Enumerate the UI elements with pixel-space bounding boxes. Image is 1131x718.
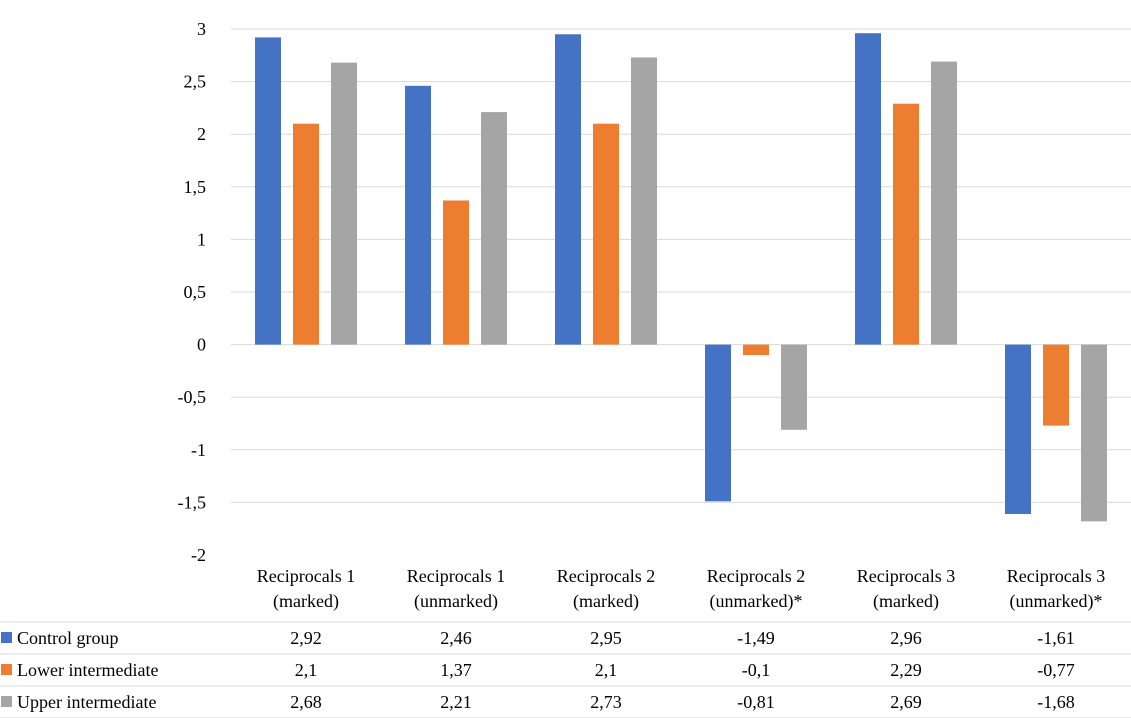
data-label: 2,21	[440, 692, 472, 712]
legend-swatch	[1, 664, 12, 675]
x-category-label: Reciprocals 3	[857, 566, 955, 586]
bar	[331, 62, 357, 345]
y-tick-label: 0,5	[184, 282, 207, 302]
data-label: -1,68	[1037, 692, 1075, 712]
x-category-label: (unmarked)	[414, 591, 498, 612]
data-label: 2,29	[890, 660, 922, 680]
data-label: -0,1	[742, 660, 771, 680]
x-category-label: (marked)	[273, 591, 339, 612]
x-category-label: Reciprocals 3	[1007, 566, 1105, 586]
y-tick-label: -0,5	[178, 387, 207, 407]
y-tick-label: -1,5	[178, 492, 207, 512]
series-name: Control group	[17, 628, 119, 648]
category-labels: Reciprocals 1 (marked) Reciprocals 1 (unmar…	[257, 566, 1105, 612]
bar	[1081, 344, 1107, 522]
bar	[405, 85, 431, 345]
y-tick-label: 2,5	[184, 72, 207, 92]
x-category-label: (marked)	[873, 591, 939, 612]
data-label: 1,37	[440, 660, 472, 680]
x-category-label: (unmarked)*	[1010, 591, 1103, 612]
bar	[1043, 344, 1069, 426]
data-label: 2,46	[440, 628, 472, 648]
data-label: 2,69	[890, 692, 922, 712]
data-label: -1,49	[737, 628, 775, 648]
data-label: 2,1	[595, 660, 618, 680]
x-category-label: Reciprocals 1	[407, 566, 505, 586]
y-tick-label: 0	[197, 335, 206, 355]
legend-swatch	[1, 696, 12, 707]
bar	[855, 33, 881, 345]
y-tick-label: 2	[197, 124, 206, 144]
bar	[631, 57, 657, 345]
data-label: 2,95	[590, 628, 622, 648]
data-table: Control group 2,92 2,46 2,95 -1,49 2,96 -1,61 L…	[0, 621, 1131, 718]
bar	[255, 37, 281, 345]
x-category-label: Reciprocals 1	[257, 566, 355, 586]
y-tick-label: 1,5	[184, 177, 207, 197]
y-tick-label: 3	[197, 19, 206, 39]
x-category-label: Reciprocals 2	[557, 566, 655, 586]
data-label: 2,1	[295, 660, 318, 680]
y-tick-label: -1	[191, 440, 206, 460]
y-tick-label: 1	[197, 229, 206, 249]
bar	[1005, 344, 1031, 514]
series-name: Upper intermediate	[17, 692, 156, 712]
bar	[743, 344, 769, 356]
bar	[931, 61, 957, 345]
bar	[781, 344, 807, 430]
data-label: 2,96	[890, 628, 922, 648]
x-category-label: Reciprocals 2	[707, 566, 805, 586]
bar	[893, 103, 919, 345]
gridlines	[231, 28, 1131, 503]
data-label: -0,77	[1037, 660, 1075, 680]
legend-swatch	[1, 632, 12, 643]
bar	[593, 123, 619, 345]
x-category-label: (unmarked)*	[710, 591, 803, 612]
bar	[705, 344, 731, 502]
series-name: Lower intermediate	[17, 660, 158, 680]
y-tick-label: -2	[191, 545, 206, 565]
y-axis: 3 2,5 2 1,5 1 0,5 0 -0,5 -1 -1,5 -2	[178, 19, 207, 565]
data-label: 2,68	[290, 692, 322, 712]
x-category-label: (marked)	[573, 591, 639, 612]
bar	[293, 123, 319, 345]
bars	[255, 33, 1107, 522]
bar	[555, 34, 581, 345]
bar	[481, 112, 507, 345]
data-label: 2,92	[290, 628, 322, 648]
data-label: 2,73	[590, 692, 622, 712]
bar	[443, 200, 469, 345]
data-label: -1,61	[1037, 628, 1075, 648]
data-label: -0,81	[737, 692, 775, 712]
